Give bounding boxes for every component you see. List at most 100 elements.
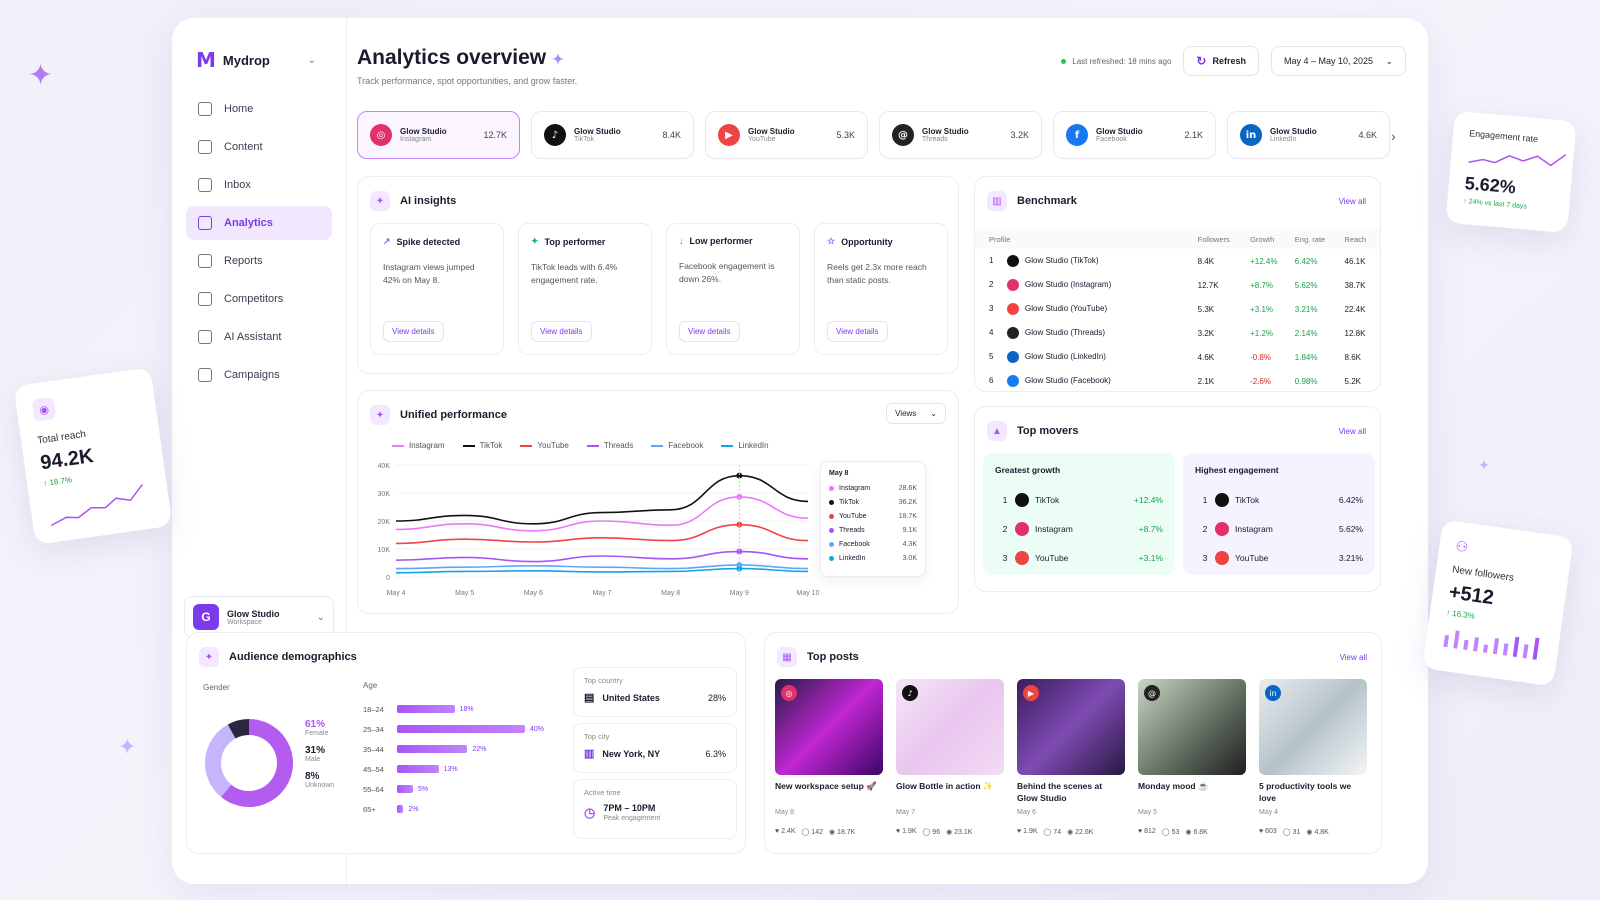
mover-row[interactable]: 3 YouTube +3.1% xyxy=(995,543,1163,572)
tooltip-title: May 8 xyxy=(829,470,849,477)
ai-insights-card: ✦ AI insights ↗ Spike detected Instagram vi… xyxy=(357,176,959,374)
metric-dropdown[interactable]: Views ⌄ xyxy=(886,403,946,424)
row-eng-rate: 6.42% xyxy=(1294,256,1318,266)
table-row[interactable]: 6 Glow Studio (Facebook) 2.1K -2.6% 0.98% 5.2… xyxy=(975,369,1380,393)
sidebar-item-campaigns[interactable]: Campaigns xyxy=(186,358,332,392)
table-row[interactable]: 2 Glow Studio (Instagram) 12.7K +8.7% 5.62% 3… xyxy=(975,273,1380,297)
account-tab-facebook[interactable]: f Glow Studio Facebook 2.1K xyxy=(1053,111,1216,159)
view-all-link[interactable]: View all xyxy=(1338,197,1366,206)
posts-icon: ▦ xyxy=(777,647,797,667)
post-image[interactable]: ♪ xyxy=(896,679,1004,775)
table-row[interactable]: 1 Glow Studio (TikTok) 8.4K +12.4% 6.42% 46.1… xyxy=(975,249,1380,273)
insight-card: ✦ Top performer TikTok leads with 6.4% eng… xyxy=(518,223,652,355)
donut-slice-unknown[interactable] xyxy=(227,719,250,739)
x-tick-label: May 10 xyxy=(797,590,820,597)
donut-slice-male[interactable] xyxy=(205,724,236,797)
post-card[interactable]: @ Monday mood ☕ May 5 ♥ 812 ◯ 53 ◉ 6.8K xyxy=(1138,679,1246,836)
post-card[interactable]: ♪ Glow Bottle in action ✨ May 7 ♥ 1.9K ◯ 96 ◉… xyxy=(896,679,1004,836)
row-growth: +12.4% xyxy=(1250,256,1278,266)
mover-row[interactable]: 2 Instagram 5.62% xyxy=(1195,514,1363,543)
platform-icon xyxy=(1215,492,1229,507)
view-all-link[interactable]: View all xyxy=(1339,653,1367,662)
legend-item[interactable]: YouTube xyxy=(520,441,569,450)
table-row[interactable]: 5 Glow Studio (LinkedIn) 4.6K -0.8% 1.84% 8.6… xyxy=(975,345,1380,369)
building-icon: ▥ xyxy=(584,748,595,760)
legend-item[interactable]: TikTok xyxy=(462,441,502,450)
top-movers-card: ▲ Top movers View all Greatest growth 1 Ti… xyxy=(974,406,1381,592)
chevron-right-icon[interactable]: › xyxy=(1391,128,1396,144)
row-followers: 4.6K xyxy=(1197,352,1215,362)
y-tick-label: 30K xyxy=(378,491,391,498)
view-details-button[interactable]: View details xyxy=(679,321,740,342)
gender-pct: 31% xyxy=(305,745,326,756)
sidebar-item-reports[interactable]: Reports xyxy=(186,244,332,278)
view-details-button[interactable]: View details xyxy=(531,321,592,342)
sidebar-item-analytics[interactable]: Analytics xyxy=(186,206,332,240)
data-point[interactable] xyxy=(736,565,743,572)
post-card[interactable]: ◎ New workspace setup 🚀 May 8 ♥ 2.4K ◯ 142 ◉ … xyxy=(775,679,883,836)
post-image[interactable]: ◎ xyxy=(775,679,883,775)
active-time-box: Active time ◷ 7PM – 10PM Peak engagement xyxy=(573,779,737,839)
table-row[interactable]: 3 Glow Studio (YouTube) 5.3K +3.1% 3.21% 22.4… xyxy=(975,297,1380,321)
date-range-picker[interactable]: May 4 – May 10, 2025 ⌄ xyxy=(1271,46,1406,76)
view-details-button[interactable]: View details xyxy=(827,321,888,342)
account-tab-threads[interactable]: @ Glow Studio Threads 3.2K xyxy=(879,111,1042,159)
account-tab-youtube[interactable]: ▶ Glow Studio YouTube 5.3K xyxy=(705,111,868,159)
age-bar[interactable] xyxy=(397,805,404,813)
brand-switcher[interactable]: M Mydrop ⌄ xyxy=(196,48,316,72)
view-all-link[interactable]: View all xyxy=(1338,427,1366,436)
row-growth: +3.1% xyxy=(1250,304,1273,314)
data-point[interactable] xyxy=(736,493,743,500)
age-bar[interactable] xyxy=(397,705,455,713)
account-tab-tiktok[interactable]: ♪ Glow Studio TikTok 8.4K xyxy=(531,111,694,159)
post-image[interactable]: @ xyxy=(1138,679,1246,775)
legend-item[interactable]: Facebook xyxy=(651,441,703,450)
table-row[interactable]: 4 Glow Studio (Threads) 3.2K +1.2% 2.14% 12.8… xyxy=(975,321,1380,345)
mover-row[interactable]: 1 TikTok +12.4% xyxy=(995,485,1163,514)
legend-swatch xyxy=(462,444,475,447)
age-bar[interactable] xyxy=(397,785,413,793)
column-header: Followers xyxy=(1197,229,1251,249)
sidebar-item-inbox[interactable]: Inbox xyxy=(186,168,332,202)
age-bar[interactable] xyxy=(397,745,468,753)
tooltip-dot xyxy=(829,485,834,491)
account-tab-instagram[interactable]: ◎ Glow Studio Instagram 12.7K xyxy=(357,111,520,159)
status-dot xyxy=(1061,58,1067,64)
row-growth: -0.8% xyxy=(1250,352,1271,362)
account-tab-linkedin[interactable]: in Glow Studio LinkedIn 4.6K xyxy=(1227,111,1390,159)
refresh-button[interactable]: ↻ Refresh xyxy=(1183,46,1259,76)
workspace-switcher[interactable]: G Glow Studio Workspace ⌄ xyxy=(184,596,334,638)
age-bar[interactable] xyxy=(397,765,439,773)
data-point[interactable] xyxy=(736,548,743,555)
sidebar-nav: Home Content Inbox Analytics Reports Competit… xyxy=(186,92,332,396)
stat-label: Top country xyxy=(584,676,623,685)
data-point[interactable] xyxy=(736,472,743,479)
data-point[interactable] xyxy=(736,521,743,528)
x-tick-label: May 6 xyxy=(524,590,543,597)
account-value: 4.6K xyxy=(1358,130,1377,140)
sidebar-item-home[interactable]: Home xyxy=(186,92,332,126)
post-image[interactable]: ▶ xyxy=(1017,679,1125,775)
sidebar-item-ai-assistant[interactable]: AI Assistant xyxy=(186,320,332,354)
mover-value: +3.1% xyxy=(1138,552,1163,563)
age-label: Age xyxy=(363,681,378,690)
mover-row[interactable]: 3 YouTube 3.21% xyxy=(1195,543,1363,572)
mover-row[interactable]: 2 Instagram +8.7% xyxy=(995,514,1163,543)
age-bar[interactable] xyxy=(397,725,525,733)
legend-item[interactable]: Instagram xyxy=(392,441,445,450)
platform-icon xyxy=(1015,521,1029,536)
post-card[interactable]: ▶ Behind the scenes at Glow Studio May 6 ♥ … xyxy=(1017,679,1125,836)
row-followers: 2.1K xyxy=(1197,376,1215,386)
chevron-down-icon: ⌄ xyxy=(307,54,316,66)
mover-row[interactable]: 1 TikTok 6.42% xyxy=(1195,485,1363,514)
legend-item[interactable]: LinkedIn xyxy=(721,441,769,450)
platform-icon xyxy=(1007,255,1019,267)
sidebar-item-content[interactable]: Content xyxy=(186,130,332,164)
view-details-button[interactable]: View details xyxy=(383,321,444,342)
post-image[interactable]: in xyxy=(1259,679,1367,775)
legend-item[interactable]: Threads xyxy=(586,441,633,450)
post-card[interactable]: in 5 productivity tools we love May 4 ♥ 603… xyxy=(1259,679,1367,836)
donut-slice-female[interactable] xyxy=(220,719,293,807)
sidebar-item-competitors[interactable]: Competitors xyxy=(186,282,332,316)
workspace-name: Glow Studio xyxy=(227,608,280,619)
